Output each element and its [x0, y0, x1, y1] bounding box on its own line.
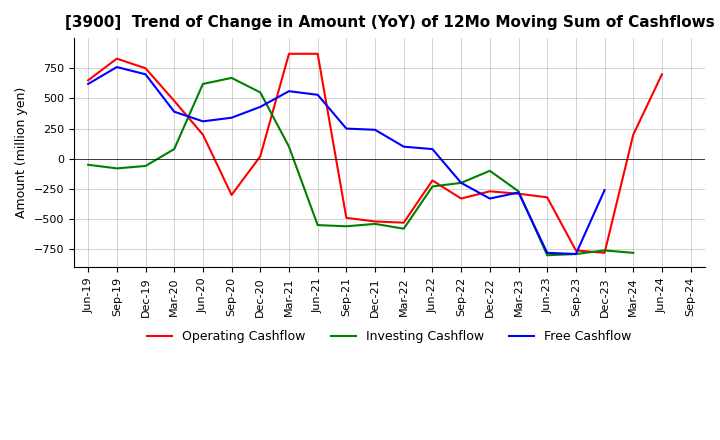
Operating Cashflow — [313, 51, 322, 56]
Investing Cashflow — [371, 221, 379, 227]
Investing Cashflow — [284, 144, 293, 149]
Free Cashflow — [313, 92, 322, 97]
Free Cashflow — [456, 180, 465, 186]
Investing Cashflow — [543, 253, 552, 258]
Operating Cashflow — [657, 72, 666, 77]
Free Cashflow — [342, 126, 351, 131]
Free Cashflow — [141, 72, 150, 77]
Operating Cashflow — [284, 51, 293, 56]
Investing Cashflow — [112, 166, 121, 171]
Investing Cashflow — [514, 189, 523, 194]
Operating Cashflow — [199, 132, 207, 137]
Operating Cashflow — [572, 248, 580, 253]
Operating Cashflow — [342, 215, 351, 220]
Operating Cashflow — [112, 56, 121, 61]
Operating Cashflow — [170, 98, 179, 103]
Operating Cashflow — [228, 192, 236, 198]
Free Cashflow — [543, 250, 552, 256]
Y-axis label: Amount (million yen): Amount (million yen) — [15, 87, 28, 218]
Investing Cashflow — [199, 81, 207, 87]
Free Cashflow — [228, 115, 236, 121]
Operating Cashflow — [600, 250, 609, 256]
Free Cashflow — [514, 190, 523, 195]
Investing Cashflow — [141, 163, 150, 169]
Free Cashflow — [199, 119, 207, 124]
Operating Cashflow — [543, 195, 552, 200]
Investing Cashflow — [400, 226, 408, 231]
Investing Cashflow — [313, 223, 322, 228]
Investing Cashflow — [428, 184, 437, 189]
Operating Cashflow — [141, 66, 150, 71]
Free Cashflow — [485, 196, 494, 201]
Free Cashflow — [112, 64, 121, 70]
Free Cashflow — [170, 109, 179, 114]
Investing Cashflow — [228, 75, 236, 81]
Free Cashflow — [428, 147, 437, 152]
Investing Cashflow — [629, 250, 638, 256]
Free Cashflow — [284, 88, 293, 94]
Operating Cashflow — [514, 191, 523, 196]
Free Cashflow — [572, 251, 580, 257]
Investing Cashflow — [456, 180, 465, 186]
Free Cashflow — [400, 144, 408, 149]
Investing Cashflow — [572, 251, 580, 257]
Operating Cashflow — [485, 189, 494, 194]
Operating Cashflow — [400, 220, 408, 225]
Free Cashflow — [84, 81, 92, 87]
Free Cashflow — [371, 127, 379, 132]
Operating Cashflow — [84, 78, 92, 83]
Operating Cashflow — [371, 219, 379, 224]
Operating Cashflow — [428, 178, 437, 183]
Line: Free Cashflow: Free Cashflow — [88, 67, 605, 254]
Free Cashflow — [600, 187, 609, 193]
Operating Cashflow — [456, 196, 465, 201]
Legend: Operating Cashflow, Investing Cashflow, Free Cashflow: Operating Cashflow, Investing Cashflow, … — [143, 325, 636, 348]
Free Cashflow — [256, 104, 264, 110]
Investing Cashflow — [256, 90, 264, 95]
Investing Cashflow — [600, 248, 609, 253]
Operating Cashflow — [629, 132, 638, 137]
Line: Operating Cashflow: Operating Cashflow — [88, 54, 662, 253]
Investing Cashflow — [84, 162, 92, 167]
Line: Investing Cashflow: Investing Cashflow — [88, 78, 634, 255]
Investing Cashflow — [170, 147, 179, 152]
Title: [3900]  Trend of Change in Amount (YoY) of 12Mo Moving Sum of Cashflows: [3900] Trend of Change in Amount (YoY) o… — [65, 15, 714, 30]
Operating Cashflow — [256, 154, 264, 159]
Investing Cashflow — [342, 224, 351, 229]
Investing Cashflow — [485, 168, 494, 173]
